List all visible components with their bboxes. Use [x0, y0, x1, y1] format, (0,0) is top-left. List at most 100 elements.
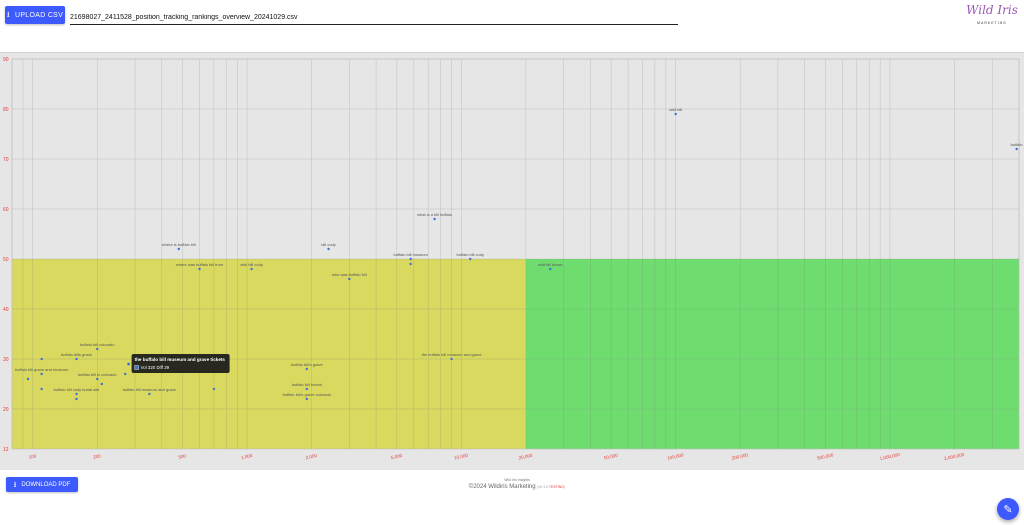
footer-copyright: ©2024 Wildiris Marketing (v0.1.0 TESTING…: [400, 484, 634, 490]
x-tick-label: 200: [93, 453, 102, 460]
edit-fab-button[interactable]: ✎: [997, 498, 1019, 520]
data-point: [549, 267, 552, 271]
data-point: [409, 257, 412, 261]
plot-border: [11, 58, 1020, 450]
data-point: [450, 357, 453, 361]
data-point: [75, 397, 78, 401]
y-tick-label: 50: [3, 257, 9, 263]
data-point-label: buffalo bill colorado: [80, 342, 115, 347]
y-tick-label: 40: [3, 307, 9, 313]
data-point: [177, 247, 180, 251]
data-point-label: buffalo bill grave and museum: [15, 367, 69, 372]
footer-small-text: Wild Iris Insights: [504, 478, 530, 482]
data-point: [100, 382, 104, 386]
data-point-label: buffalo bill cody burial site: [54, 387, 101, 392]
data-point: [348, 277, 351, 281]
x-tick-label: 2,000,000: [944, 452, 965, 461]
data-point-label: bill cody: [321, 242, 335, 247]
version-text: (v0.1.0 TESTING): [537, 485, 566, 489]
x-tick-label: 20,000: [518, 453, 533, 461]
data-point: [75, 357, 78, 361]
data-point: [409, 262, 412, 266]
data-point-label: who was buffalo bill: [332, 272, 367, 277]
data-point-label: buffalo bills grave: [61, 352, 93, 357]
data-point-label: what is a bill buffalo: [417, 212, 453, 217]
data-point: [40, 387, 43, 391]
data-point-label: buffalo bill museum: [393, 252, 428, 257]
data-point: [212, 387, 216, 391]
x-tick-label: 500,000: [817, 452, 835, 460]
file-name-field[interactable]: [70, 10, 678, 25]
upload-icon: ⭳: [6, 10, 10, 19]
app-header: ⭳ UPLOAD CSV Wild Iris MARKETING: [0, 0, 1024, 52]
x-tick-label: 500: [178, 453, 187, 460]
tooltip-swatch: [134, 365, 139, 370]
data-point: [327, 247, 330, 251]
chart-area: 12 20 30 40 50 60 70 80 90 100 200 500 1,000 2,000 5,0…: [0, 52, 1024, 470]
copyright-text: ©2024 Wildiris Marketing: [468, 484, 536, 490]
x-tick-label: 5,000: [390, 453, 403, 460]
keyword-scatter-chart[interactable]: 12 20 30 40 50 60 70 80 90 100 200 500 1,000 2,000 5,0…: [0, 53, 1024, 471]
data-point: [250, 267, 253, 271]
download-icon: ⭳: [13, 479, 17, 489]
data-point-label: wild bill: [669, 107, 682, 112]
data-point: [148, 392, 151, 396]
y-tick-label: 80: [3, 107, 9, 113]
data-point: [305, 387, 309, 391]
data-point: [305, 367, 309, 371]
y-tick-label: 20: [3, 407, 9, 413]
logo-subtext: MARKETING: [977, 21, 1007, 25]
y-tick-label: 90: [3, 57, 9, 63]
x-tick-label: 1,000,000: [879, 452, 900, 461]
data-point: [40, 372, 43, 376]
tooltip-box: [131, 354, 230, 373]
x-tick-label: 200,000: [731, 452, 749, 460]
data-point: [96, 377, 99, 381]
logo-script: Wild Iris: [966, 3, 1018, 17]
data-point-label: buffalo bill buried: [292, 382, 322, 387]
data-point: [433, 217, 436, 221]
data-point: [96, 347, 99, 351]
zone-1: [525, 259, 1019, 449]
brand-logo: Wild Iris MARKETING: [964, 3, 1020, 29]
y-tick-label: 12: [3, 447, 9, 453]
data-point: [198, 267, 201, 271]
footer: Wild Iris Insights ©2024 Wildiris Market…: [400, 478, 634, 490]
data-point-label: wild bill cody: [240, 262, 262, 267]
x-tick-label: 1,000: [241, 453, 254, 460]
x-tick-label: 2,000: [305, 453, 318, 460]
data-point: [40, 357, 43, 361]
data-point: [305, 397, 309, 401]
data-point-label: where is buffalo bill: [162, 242, 196, 247]
data-point-label: where was buffalo bill from: [176, 262, 224, 267]
tooltip-detail: Vol 320 Diff 29: [141, 365, 170, 370]
x-tick-label: 100,000: [667, 452, 685, 460]
data-point-label: wild bill forum: [538, 262, 563, 267]
data-point-label: buffalo bill's grave colorado: [283, 392, 332, 397]
data-point: [75, 392, 78, 396]
y-tick-label: 70: [3, 157, 9, 163]
data-point-label: the buffalo bill museum and grave: [422, 352, 483, 357]
x-tick-label: 10,000: [454, 453, 469, 461]
y-tick-label: 60: [3, 207, 9, 213]
data-point-label: buffalo bill in colorado: [78, 372, 117, 377]
data-point: [26, 377, 30, 381]
data-point: [124, 372, 127, 376]
upload-csv-button[interactable]: ⭳ UPLOAD CSV: [5, 6, 65, 24]
data-point: [1015, 147, 1018, 151]
data-point-label: buffalo bill's grave: [291, 362, 324, 367]
x-tick-label: 100: [28, 453, 37, 460]
download-pdf-button[interactable]: ⭳ DOWNLOAD PDF: [6, 477, 78, 492]
upload-csv-label: UPLOAD CSV: [14, 11, 64, 19]
download-pdf-label: DOWNLOAD PDF: [21, 481, 71, 488]
tooltip-anchor-point: [127, 362, 130, 366]
zone-0: [12, 259, 526, 449]
x-tick-label: 50,000: [603, 453, 618, 461]
y-tick-label: 30: [3, 357, 9, 363]
data-point: [674, 112, 677, 116]
data-point: [469, 257, 472, 261]
tooltip-title: the buffalo bill museum and grave ticket…: [135, 357, 226, 362]
data-point-label: buffalo bill cody: [456, 252, 484, 257]
data-point-label: buffalo: [1011, 142, 1024, 147]
pencil-icon: ✎: [1003, 503, 1013, 516]
